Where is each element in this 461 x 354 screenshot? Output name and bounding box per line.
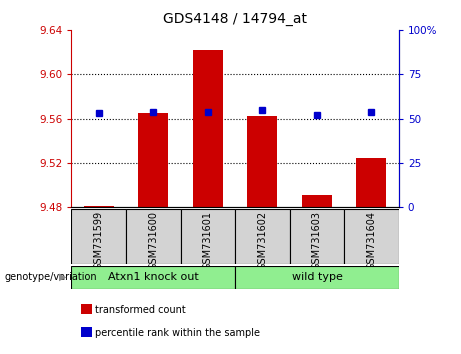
Bar	[84, 206, 114, 207]
Bar	[248, 116, 278, 207]
Text: Atxn1 knock out: Atxn1 knock out	[108, 272, 199, 282]
Text: GSM731604: GSM731604	[366, 211, 377, 269]
Text: GSM731600: GSM731600	[148, 211, 158, 269]
Bar	[356, 158, 386, 207]
Text: genotype/variation: genotype/variation	[5, 272, 97, 282]
Bar	[235, 266, 399, 289]
Bar	[290, 209, 344, 264]
Bar	[235, 209, 290, 264]
Text: GSM731603: GSM731603	[312, 211, 322, 269]
Title: GDS4148 / 14794_at: GDS4148 / 14794_at	[163, 12, 307, 26]
Text: GSM731599: GSM731599	[94, 211, 104, 270]
Bar	[138, 113, 168, 207]
Bar	[71, 266, 235, 289]
Text: wild type: wild type	[291, 272, 343, 282]
Bar	[302, 195, 332, 207]
Text: GSM731601: GSM731601	[203, 211, 213, 269]
Bar	[71, 209, 126, 264]
Text: ▶: ▶	[59, 272, 67, 282]
Bar	[193, 50, 223, 207]
Bar	[181, 209, 235, 264]
Text: transformed count: transformed count	[95, 305, 186, 315]
Bar	[126, 209, 181, 264]
Bar	[344, 209, 399, 264]
Text: percentile rank within the sample: percentile rank within the sample	[95, 328, 260, 338]
Text: GSM731602: GSM731602	[257, 211, 267, 270]
